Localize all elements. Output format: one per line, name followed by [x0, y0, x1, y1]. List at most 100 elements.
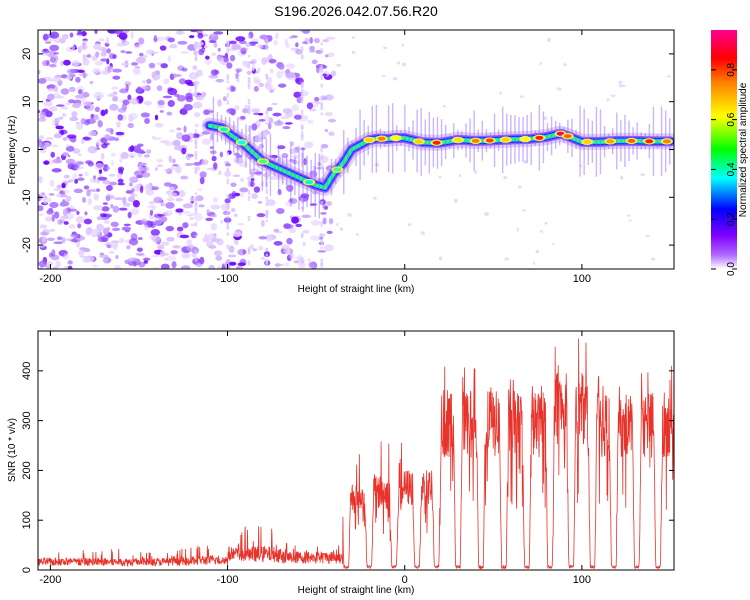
noise-blob: [227, 254, 237, 258]
ridge-hotspot: [258, 159, 267, 164]
noise-blob: [194, 123, 199, 128]
noise-streak: [265, 39, 269, 45]
noise-blob: [130, 233, 138, 241]
noise-blob: [176, 94, 186, 102]
noise-blob: [153, 196, 163, 204]
colorbar-label: Normalized spectral amplitude: [738, 82, 749, 217]
noise-blob: [266, 76, 272, 84]
noise-blob: [97, 236, 108, 243]
noise-blob: [203, 45, 208, 49]
noise-streak: [226, 210, 230, 216]
noise-blob: [52, 76, 62, 83]
noise-blob: [74, 178, 79, 184]
noise-blob: [260, 219, 265, 227]
noise-streak: [247, 84, 251, 90]
noise-blob: [225, 162, 230, 166]
noise-blob: [522, 160, 528, 164]
noise-blob: [51, 144, 59, 148]
noise-blob: [317, 161, 322, 167]
noise-blob: [118, 207, 128, 211]
noise-blob: [93, 43, 102, 50]
noise-blob: [301, 214, 312, 219]
colorbar: 0.0 0.2 0.4 0.6 0.8 Normalized spectral ampl…: [711, 30, 749, 276]
ridge-spike: [298, 145, 300, 210]
noise-blob: [194, 213, 204, 222]
noise-blob: [306, 102, 314, 110]
noise-blob: [69, 116, 79, 122]
noise-blob: [420, 231, 425, 235]
noise-blob: [543, 116, 548, 121]
noise-blob: [245, 42, 252, 48]
noise-blob: [188, 72, 199, 80]
ridge-spike: [514, 115, 516, 164]
noise-blob: [127, 261, 137, 266]
noise-streak: [247, 249, 251, 255]
noise-blob: [108, 174, 116, 177]
noise-blob: [231, 44, 242, 50]
noise-streak: [226, 216, 230, 219]
noise-blob: [226, 62, 233, 69]
spectrogram-x-label: Height of straight line (km): [298, 284, 415, 295]
noise-blob: [284, 122, 293, 125]
noise-streak: [226, 167, 230, 172]
noise-blob: [208, 74, 219, 79]
noise-blob: [82, 136, 90, 141]
noise-blob: [108, 181, 118, 186]
noise-blob: [44, 216, 53, 222]
noise-blob: [172, 164, 179, 167]
noise-blob: [38, 205, 44, 212]
noise-blob: [285, 63, 296, 69]
ridge-hotspot: [333, 167, 342, 172]
colorbar-tick-label: 0.6: [726, 112, 737, 126]
noise-blob: [142, 257, 151, 261]
ridge-spike: [245, 124, 247, 168]
ridge-hotspot: [563, 134, 572, 139]
noise-blob: [164, 169, 171, 172]
noise-blob: [401, 62, 407, 67]
noise-blob: [326, 201, 333, 207]
noise-blob: [49, 63, 57, 68]
noise-blob: [138, 261, 146, 268]
noise-blob: [284, 201, 294, 207]
noise-blob: [193, 161, 202, 166]
noise-blob: [281, 70, 286, 74]
noise-blob: [160, 241, 170, 246]
noise-blob: [176, 30, 184, 35]
noise-blob: [618, 80, 623, 84]
noise-blob: [54, 95, 65, 99]
noise-blob: [146, 78, 152, 84]
noise-blob: [517, 185, 522, 189]
noise-blob: [258, 119, 266, 122]
noise-blob: [516, 227, 519, 232]
noise-blob: [168, 155, 173, 163]
noise-blob: [139, 52, 144, 57]
noise-blob: [148, 200, 156, 205]
colorbar-ticks: 0.0 0.2 0.4 0.6 0.8: [711, 62, 737, 276]
noise-blob: [223, 217, 232, 224]
noise-blob: [99, 213, 107, 218]
noise-blob: [258, 82, 264, 88]
ridge-hotspot: [220, 127, 229, 132]
noise-blob: [282, 126, 291, 130]
noise-blob: [140, 112, 150, 118]
noise-blob: [156, 36, 166, 41]
noise-streak: [226, 225, 230, 229]
noise-blob: [181, 265, 191, 269]
y-tick-label: 100: [21, 511, 33, 529]
noise-streak: [300, 91, 304, 96]
noise-streak: [247, 77, 251, 83]
noise-blob: [288, 36, 294, 39]
noise-blob: [324, 54, 329, 58]
noise-blob: [144, 117, 150, 125]
ridge-spike: [404, 104, 406, 172]
noise-blob: [87, 145, 98, 154]
noise-blob: [474, 170, 478, 175]
noise-blob: [212, 162, 218, 170]
noise-blob: [66, 68, 75, 74]
noise-blob: [169, 128, 175, 133]
noise-streak: [194, 145, 198, 149]
noise-blob: [273, 40, 279, 46]
noise-streak: [194, 222, 198, 227]
noise-blob: [194, 112, 201, 118]
noise-blob: [59, 38, 66, 44]
